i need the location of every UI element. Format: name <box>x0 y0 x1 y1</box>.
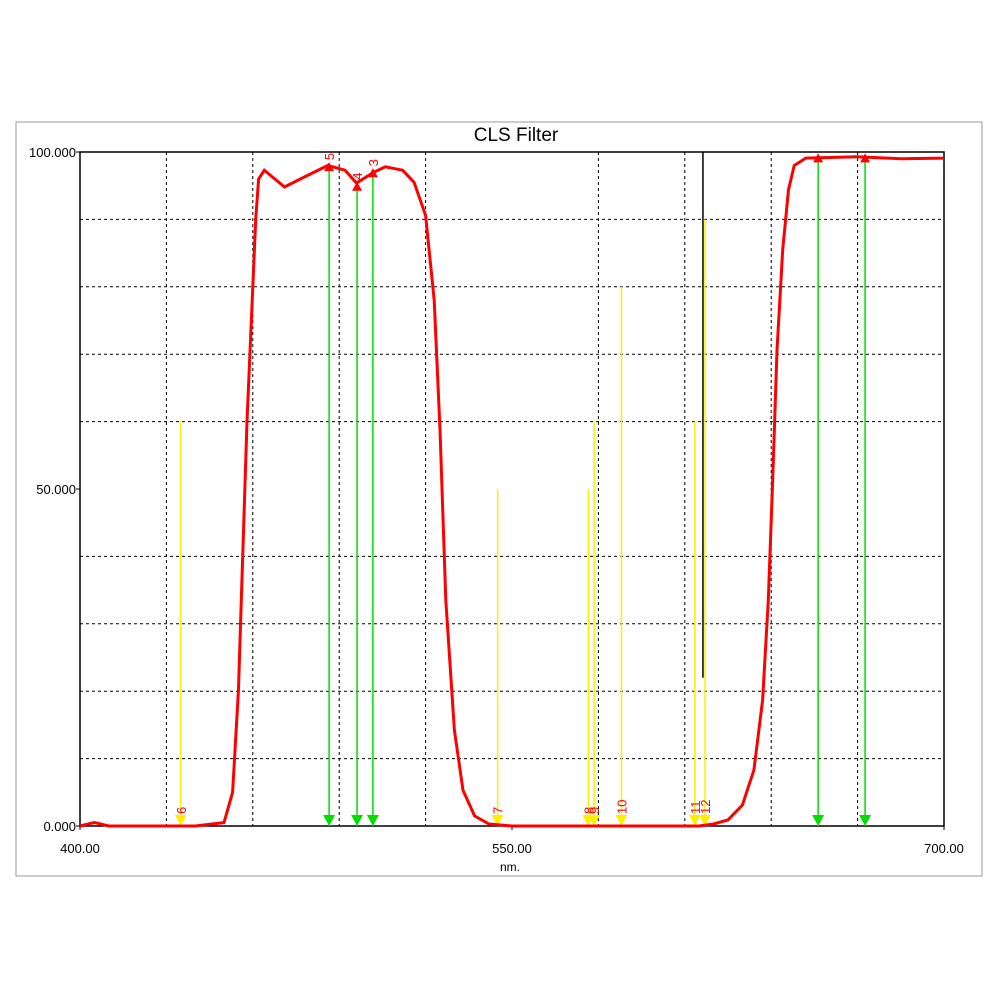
marker-arrow <box>615 815 628 826</box>
y-tick-label: 50.000 <box>36 482 76 497</box>
marker-arrow <box>366 815 379 826</box>
marker-arrow <box>812 815 825 826</box>
x-tick-label: 400.00 <box>60 841 100 856</box>
marker-tip <box>324 162 335 172</box>
marker-label: 5 <box>322 153 337 160</box>
y-tick-label: 0.000 <box>43 819 76 834</box>
y-tick-label: 100.000 <box>29 145 76 160</box>
marker-label: 4 <box>350 172 365 179</box>
marker-tip <box>813 153 824 163</box>
chart-title: CLS Filter <box>474 125 559 146</box>
marker-label: 11 <box>688 801 703 815</box>
marker-arrow <box>323 815 336 826</box>
marker-label: 6 <box>174 807 189 814</box>
marker-label: 10 <box>614 800 629 814</box>
marker-label: 12 <box>698 800 713 814</box>
marker-tip <box>367 168 378 178</box>
marker-tip <box>860 153 871 163</box>
marker-label: 7 <box>491 807 506 814</box>
marker-arrow <box>688 815 701 826</box>
marker-arrow <box>174 815 187 826</box>
series-line <box>79 155 945 828</box>
marker-arrow <box>859 815 872 826</box>
x-axis-label: nm. <box>500 860 520 874</box>
marker-label: 9 <box>587 807 602 814</box>
marker-label: 3 <box>366 159 381 166</box>
frame <box>15 121 983 877</box>
x-tick-label: 700.00 <box>924 841 964 856</box>
marker-tip <box>352 181 363 191</box>
x-tick-label: 550.00 <box>492 841 532 856</box>
marker-arrow <box>491 815 504 826</box>
marker-arrow <box>351 815 364 826</box>
marker-label: 8 <box>581 807 596 814</box>
marker-arrow <box>698 815 711 826</box>
marker-arrow <box>588 815 601 826</box>
